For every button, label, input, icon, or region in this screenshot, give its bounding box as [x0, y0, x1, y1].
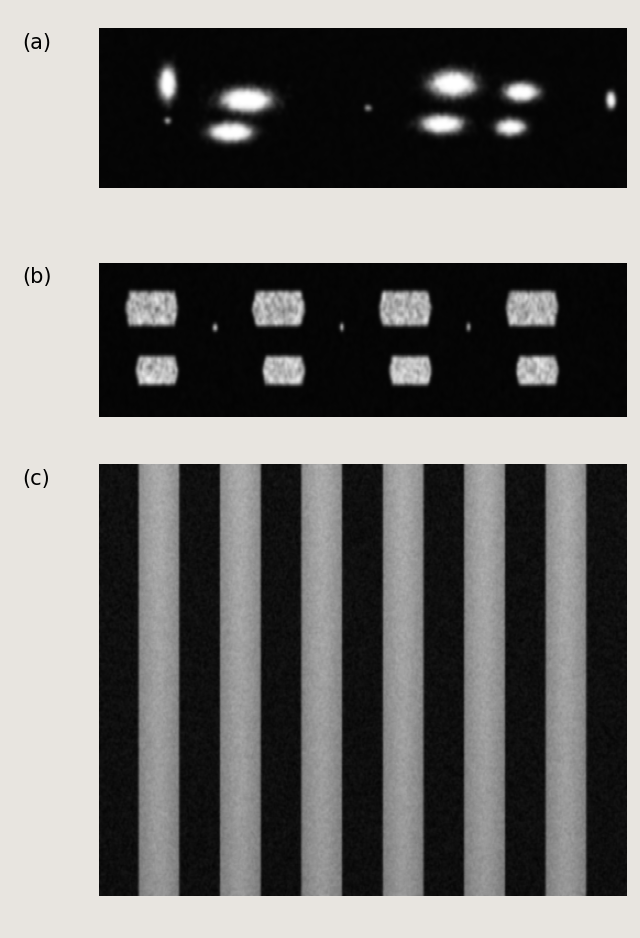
Text: (a): (a)	[22, 33, 51, 53]
Text: (b): (b)	[22, 267, 52, 287]
Text: (c): (c)	[22, 469, 50, 489]
